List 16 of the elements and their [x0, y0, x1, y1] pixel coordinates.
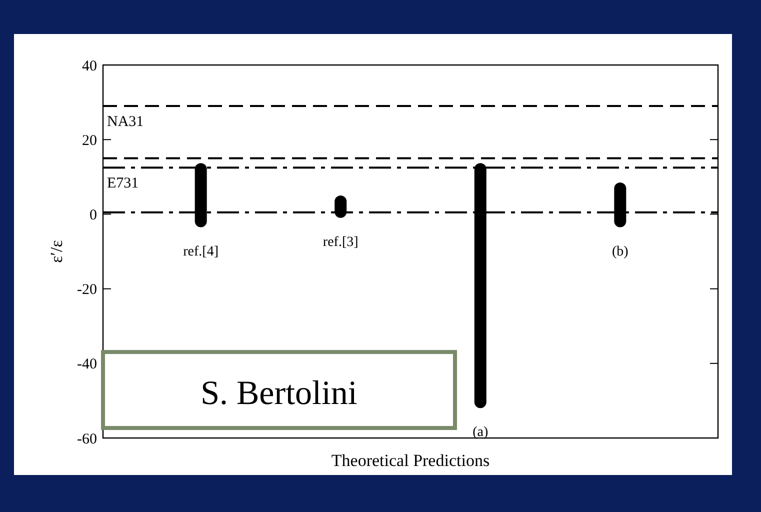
ref-line-label: E731	[107, 176, 139, 192]
y-tick-label: -20	[77, 282, 97, 298]
y-tick-label: 40	[82, 58, 97, 74]
x-tick-label: (a)	[472, 425, 488, 440]
x-tick-label: ref.[3]	[322, 234, 358, 250]
name-box: S. Bertolini	[101, 350, 457, 430]
annotation: S. Bertolini	[200, 374, 358, 412]
x-tick-label: ref.[4]	[183, 244, 219, 260]
y-tick-label: -60	[77, 431, 97, 448]
y-tick-label: 0	[90, 207, 97, 224]
y-axis-title: ε′/ε	[47, 240, 66, 263]
x-tick-label: (b)	[612, 244, 629, 260]
y-tick-label: 20	[82, 132, 97, 149]
x-axis-title: Theoretical Predictions	[331, 451, 490, 470]
y-tick-label: -40	[77, 356, 97, 373]
ref-line-label: NA31	[107, 114, 144, 130]
